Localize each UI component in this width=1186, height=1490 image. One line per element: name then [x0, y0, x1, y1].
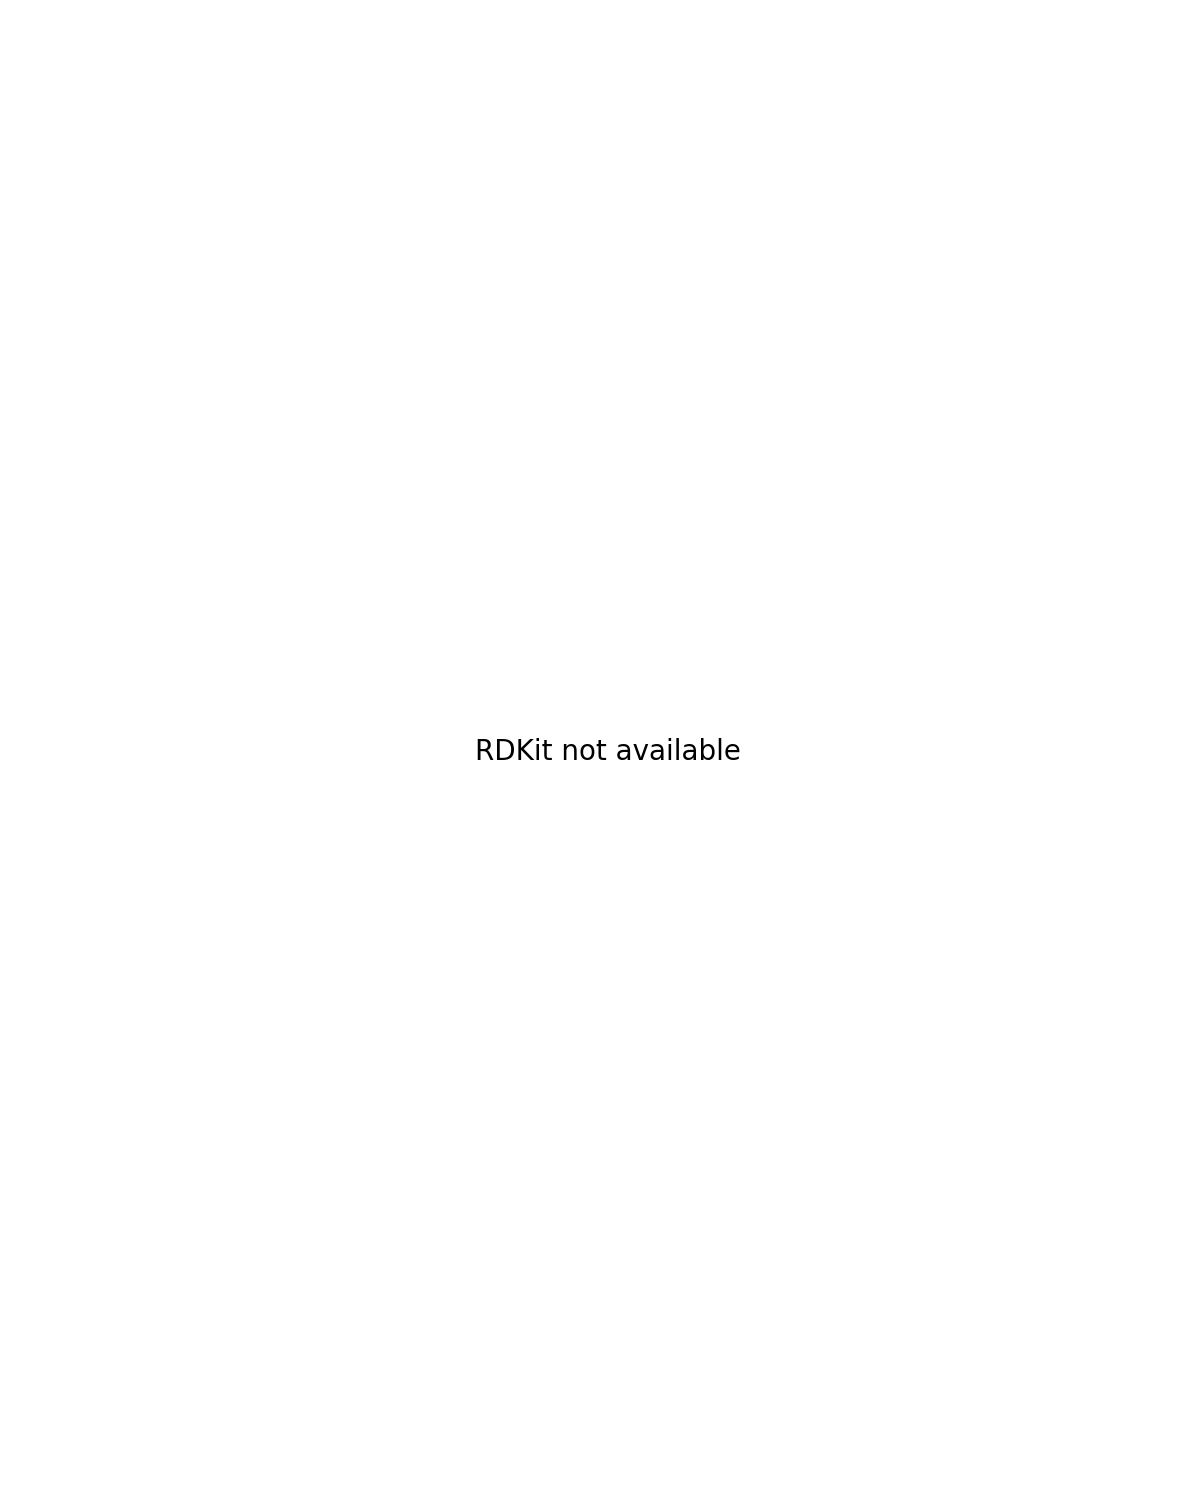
- Text: RDKit not available: RDKit not available: [474, 739, 741, 766]
